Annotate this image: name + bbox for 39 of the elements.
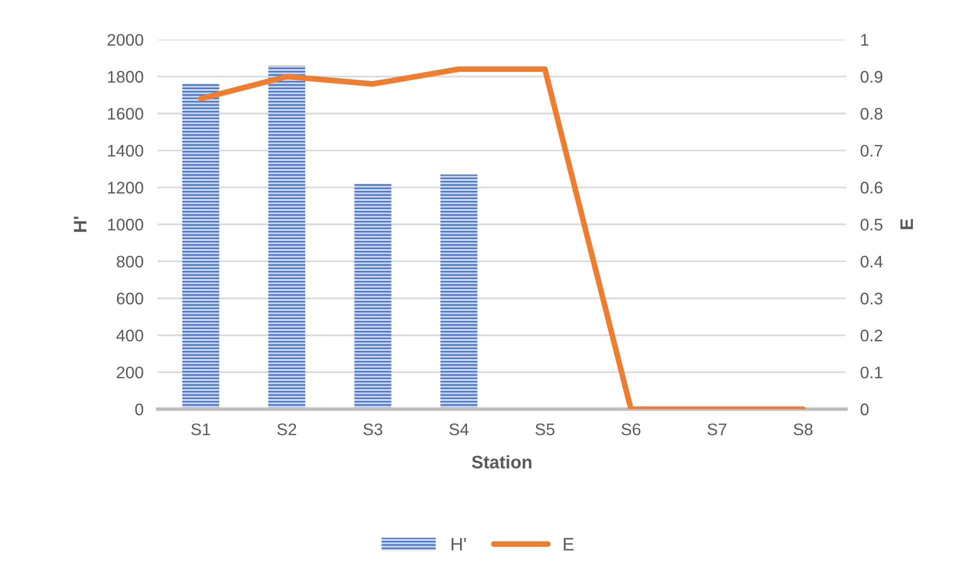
bar	[268, 65, 306, 410]
y-tick-label: 2000	[108, 34, 144, 46]
x-tick-label: S1	[191, 423, 210, 436]
y2-tick-label: 0.8	[860, 108, 882, 120]
y2-tick-label: 0.3	[860, 292, 882, 304]
y2-tick-label: 0.2	[860, 330, 882, 342]
x-tick-label: S8	[794, 423, 813, 436]
y-tick-label: 1400	[108, 144, 144, 157]
y2-tick-label: 0	[860, 404, 869, 416]
y2-tick-label: 0.7	[860, 144, 882, 157]
x-tick-label: S5	[535, 423, 554, 436]
legend-label: E	[564, 538, 574, 550]
y2-tick-label: 0.5	[860, 218, 882, 231]
x-tick-label: S2	[277, 423, 296, 436]
y-tick-label: 400	[116, 330, 144, 342]
x-tick-label: S7	[708, 423, 726, 436]
bar	[354, 184, 392, 410]
x-tick-label: S6	[622, 423, 640, 436]
y2-tick-label: 1	[861, 34, 868, 46]
x-tick-label: S4	[449, 423, 469, 436]
y-tick-label: 1600	[108, 108, 144, 120]
y-tick-label: 1800	[108, 70, 144, 83]
y-tick-label: 200	[116, 366, 144, 378]
x-axis-title: Station	[472, 455, 532, 468]
bar	[182, 84, 220, 410]
y-tick-label: 800	[116, 256, 144, 268]
y-tick-label: 0	[135, 404, 144, 416]
x-tick-label: S3	[363, 423, 382, 436]
y-tick-label: 1200	[108, 182, 144, 194]
y-tick-label: 1000	[108, 218, 144, 231]
y2-tick-label: 0.6	[860, 182, 882, 194]
y2-axis-title: E	[900, 219, 913, 230]
y2-tick-label: 0.1	[860, 366, 882, 378]
legend-label: H'	[452, 538, 466, 550]
y2-tick-label: 0.9	[860, 70, 882, 83]
y-tick-label: 600	[116, 292, 144, 304]
bar	[440, 174, 478, 410]
y2-tick-label: 0.4	[860, 256, 883, 268]
y-axis-title: H'	[74, 216, 86, 232]
